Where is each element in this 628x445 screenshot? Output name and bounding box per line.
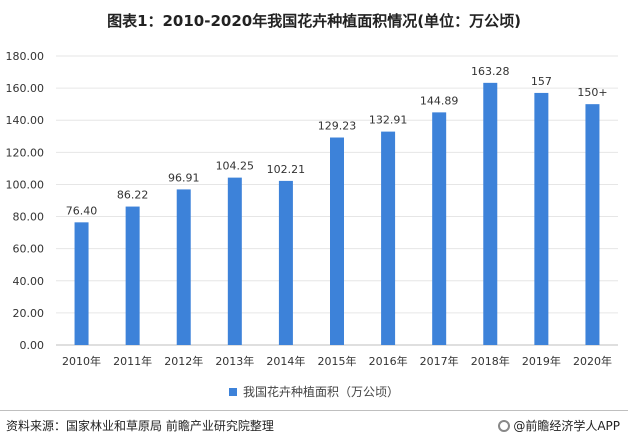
source-note: 资料来源：国家林业和草原局 前瞻产业研究院整理 (6, 419, 274, 433)
x-tick-label: 2013年 (215, 354, 254, 368)
x-tick-label: 2015年 (318, 354, 357, 368)
y-tick-label: 80.00 (13, 211, 45, 224)
bar (534, 92, 549, 345)
brand-logo-icon (498, 420, 511, 432)
data-label: 157 (531, 75, 552, 88)
bar (74, 222, 89, 345)
x-tick-label: 2012年 (164, 354, 203, 368)
y-tick-label: 160.00 (6, 82, 45, 95)
data-label: 150+ (577, 86, 607, 99)
bar (330, 137, 344, 345)
brand-text: @前瞻经济学人APP (513, 419, 620, 433)
y-tick-label: 60.00 (13, 243, 45, 256)
data-label: 144.89 (420, 94, 459, 107)
bar-chart: 0.00 20.00 40.00 60.00 80.00 100.00 120.00 140.… (6, 50, 618, 368)
bar (227, 177, 242, 345)
y-tick-label: 180.00 (6, 50, 45, 63)
legend-label: 我国花卉种植面积（万公顷） (242, 385, 399, 399)
bar (176, 189, 191, 345)
legend-swatch (228, 387, 237, 396)
bar (381, 131, 396, 345)
data-label: 132.91 (369, 114, 408, 127)
y-tick-label: 120.00 (6, 146, 45, 159)
y-tick-label: 100.00 (6, 178, 45, 191)
x-tick-label: 2011年 (113, 354, 152, 368)
data-label: 129.23 (318, 120, 357, 133)
bar (585, 104, 600, 346)
x-tick-label: 2019年 (522, 354, 561, 368)
data-label: 86.22 (117, 189, 149, 202)
x-tick-label: 2017年 (420, 354, 459, 368)
bar (432, 112, 447, 345)
x-tick-label: 2018年 (471, 354, 510, 368)
y-tick-label: 20.00 (13, 307, 45, 320)
x-tick-label: 2010年 (62, 354, 101, 368)
x-tick-label: 2016年 (369, 354, 408, 368)
x-tick-label: 2020年 (573, 354, 612, 368)
footer-divider (0, 410, 628, 411)
bar (483, 82, 498, 346)
data-label: 96.91 (168, 171, 200, 184)
y-tick-label: 0.00 (20, 339, 45, 352)
chart-title: 图表1：2010-2020年我国花卉种植面积情况(单位：万公顷) (107, 12, 521, 30)
chart-legend: 我国花卉种植面积（万公顷） (0, 383, 628, 400)
data-label: 163.28 (471, 65, 510, 78)
data-label: 104.25 (216, 160, 255, 173)
bar (125, 206, 140, 345)
data-label: 76.40 (66, 204, 98, 217)
bar (278, 180, 293, 345)
data-label: 102.21 (267, 163, 306, 176)
brand-credit: @前瞻经济学人APP (498, 417, 620, 434)
y-tick-label: 40.00 (13, 275, 45, 288)
y-tick-label: 140.00 (6, 114, 45, 127)
x-tick-label: 2014年 (266, 354, 305, 368)
